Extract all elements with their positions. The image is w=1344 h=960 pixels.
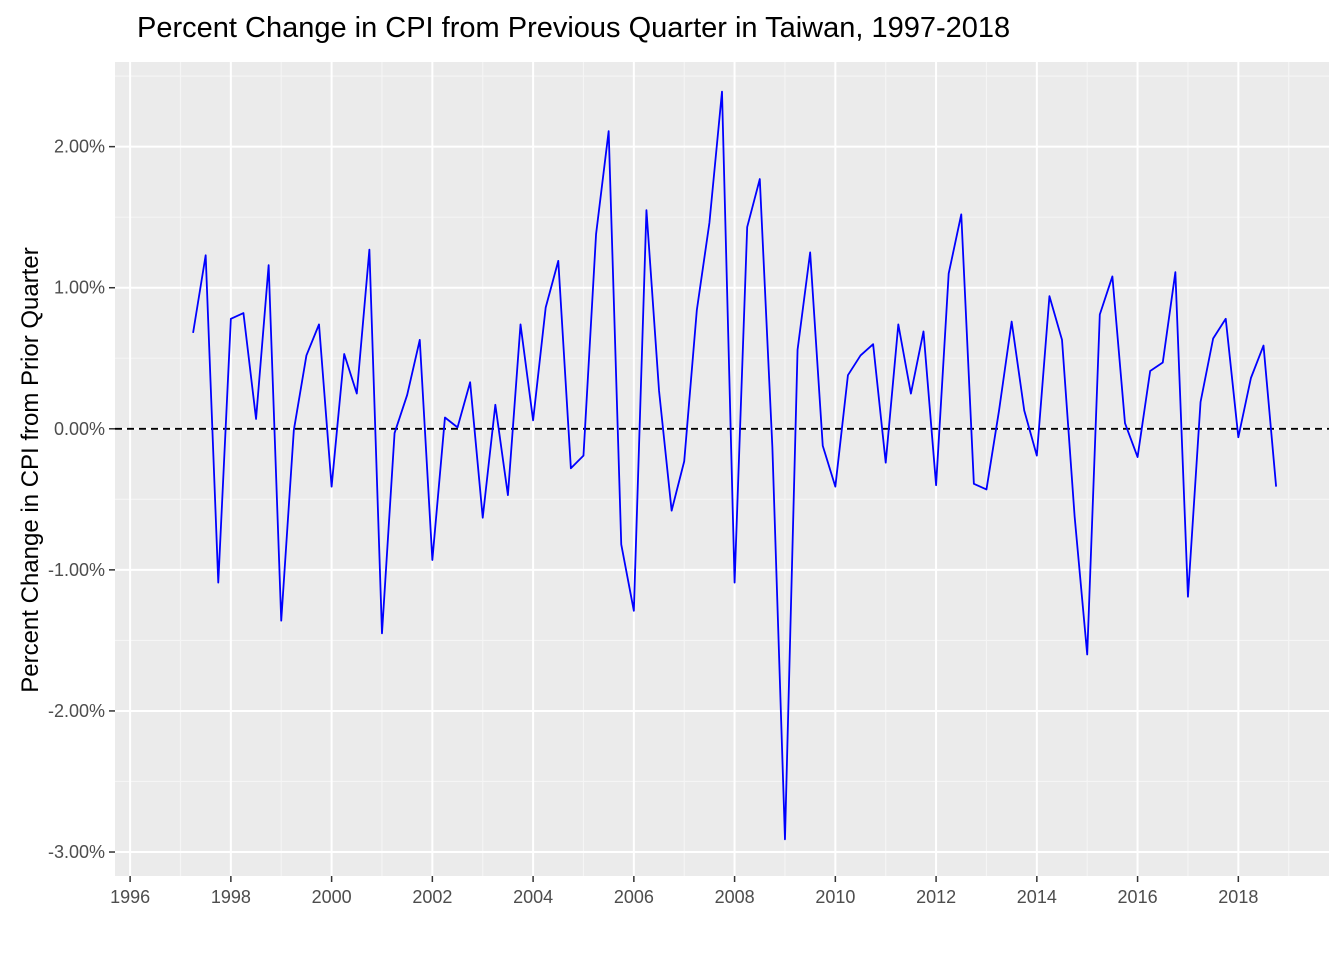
x-tick-label: 2018 <box>1218 887 1258 907</box>
minor-gridlines <box>115 62 1329 876</box>
x-axis-ticks: 1996 1998 2000 2002 2004 2006 2008 2010 2012 2014… <box>110 876 1258 907</box>
x-tick-label: 2000 <box>312 887 352 907</box>
x-tick-label: 2004 <box>513 887 553 907</box>
y-tick-label: -3.00% <box>48 842 105 862</box>
x-tick-label: 1998 <box>211 887 251 907</box>
x-tick-label: 2006 <box>614 887 654 907</box>
plot-panel <box>115 62 1329 876</box>
x-tick-label: 2008 <box>715 887 755 907</box>
y-tick-label: -2.00% <box>48 701 105 721</box>
x-tick-label: 1996 <box>110 887 150 907</box>
chart-title: Percent Change in CPI from Previous Quar… <box>137 12 1011 44</box>
cpi-series-line <box>192 90 1278 841</box>
y-tick-label: 0.00% <box>54 419 105 439</box>
x-tick-label: 2016 <box>1118 887 1158 907</box>
y-tick-label: 1.00% <box>54 278 105 298</box>
x-tick-label: 2010 <box>815 887 855 907</box>
y-tick-label: -1.00% <box>48 560 105 580</box>
x-tick-label: 2014 <box>1017 887 1057 907</box>
y-axis-ticks: -3.00% -2.00% -1.00% 0.00% 1.00% 2.00% <box>48 137 115 862</box>
x-tick-label: 2012 <box>916 887 956 907</box>
y-tick-label: 2.00% <box>54 137 105 157</box>
x-tick-label: 2002 <box>412 887 452 907</box>
